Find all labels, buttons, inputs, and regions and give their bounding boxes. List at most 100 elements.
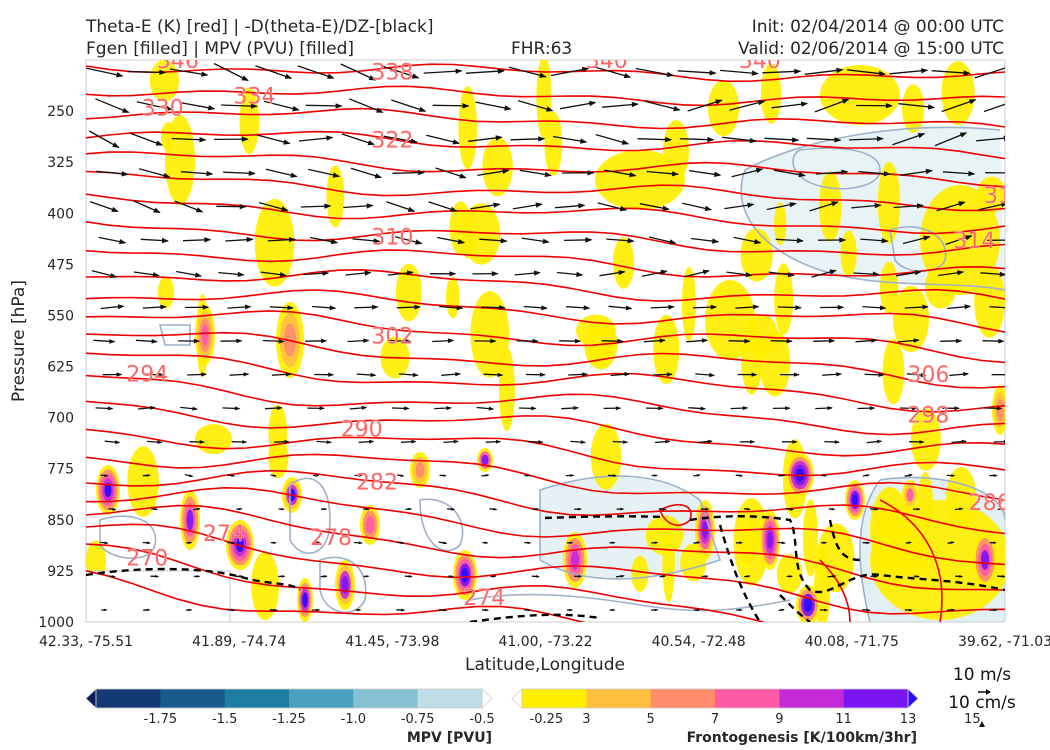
- wind-vector-head: [836, 372, 843, 377]
- wind-vector-head: [834, 440, 840, 444]
- wind-vector-head: [739, 474, 744, 477]
- wind-vector-head: [196, 507, 201, 511]
- wind-vector-head: [335, 103, 343, 109]
- wind-vector-head: [914, 270, 922, 276]
- theta-e-line: [86, 85, 1005, 107]
- wind-vector-head: [315, 474, 320, 477]
- filled-contour: [482, 137, 513, 197]
- y-tick-label: 475: [47, 257, 74, 273]
- wind-vector-head: [957, 270, 965, 276]
- wind-vector-head: [789, 575, 794, 578]
- theta-e-label: 326: [1015, 108, 1050, 133]
- wind-vector-head: [206, 170, 214, 177]
- wind-vector-head: [575, 338, 582, 344]
- wind-vector-head: [660, 269, 668, 275]
- filled-contour: [268, 404, 288, 460]
- wind-vector-head: [242, 440, 248, 444]
- wind-vector-head: [707, 136, 715, 143]
- mpv-contour-line: [99, 515, 157, 559]
- wind-vector-head: [658, 406, 664, 411]
- wind-vector-head: [404, 406, 410, 411]
- wind-vector-head: [654, 608, 659, 612]
- wind-vector-head: [916, 203, 924, 209]
- colorbar-segment: [96, 689, 161, 708]
- theta-e-line: [879, 499, 943, 622]
- wind-vector-head: [107, 406, 114, 411]
- y-tick-label: 925: [47, 564, 74, 580]
- wind-vector-head: [237, 271, 245, 277]
- x-tick-label: 39.62, -71.03: [958, 634, 1050, 650]
- wind-vector-head: [961, 439, 967, 444]
- wind-vector-head: [418, 106, 427, 112]
- wind-vector-head: [589, 100, 597, 107]
- wind-vector-head: [580, 138, 588, 144]
- colorbar-tick-label: -1.5: [212, 712, 237, 727]
- wind-vector-head: [954, 406, 960, 411]
- wind-vector-head: [837, 304, 845, 310]
- wind-vector-head: [710, 304, 718, 310]
- wind-vector-head: [366, 203, 374, 209]
- theta-e-line: [86, 486, 1005, 566]
- wind-vector-head: [201, 372, 208, 377]
- mpv-colorbar: -1.75 -1.5 -1.25 -1.0 -0.75 -0.5 -0.25: [85, 688, 563, 727]
- filled-contour: [499, 347, 515, 432]
- filled-contour: [326, 165, 345, 228]
- colorbar-segment: [779, 689, 845, 708]
- wind-vector-head: [111, 206, 119, 212]
- y-tick-label: 625: [47, 360, 74, 376]
- wind-vector-head: [956, 338, 963, 344]
- wind-vector-head: [322, 270, 330, 276]
- theta-e-label: 330: [142, 97, 184, 122]
- wind-vector-head: [405, 339, 412, 344]
- wind-vector-head: [112, 507, 117, 511]
- wind-vector-head: [701, 338, 709, 343]
- wind-vector-head: [794, 68, 802, 75]
- wind-vector-head: [702, 269, 710, 275]
- filled-contour: [902, 84, 925, 133]
- wind-vector-head: [332, 172, 341, 178]
- wind-vector-head: [207, 105, 216, 111]
- gradient-contour-dashed: [828, 519, 861, 562]
- filled-contour: [681, 266, 697, 342]
- y-axis-label: Pressure [hPa]: [9, 280, 29, 402]
- wind-vector: [263, 100, 299, 111]
- wind-vector-head: [152, 272, 160, 278]
- wind-vector-head: [621, 139, 630, 145]
- wind-vector-head: [792, 137, 800, 143]
- wind-vector-head: [834, 137, 842, 143]
- filled-contour: [705, 280, 755, 360]
- wind-vector: [889, 69, 928, 75]
- wind-vector-head: [546, 106, 554, 112]
- wind-vector-head: [542, 238, 550, 244]
- wind-vector: [127, 70, 166, 74]
- wind-vector-head: [196, 575, 201, 578]
- wind-vector-head: [993, 474, 998, 477]
- filled-contour: [996, 398, 1004, 422]
- wind-vector-head: [502, 168, 510, 174]
- wind-vector-head: [323, 575, 328, 578]
- wind-vector-head: [611, 608, 616, 612]
- wind-vector-head: [369, 439, 375, 444]
- filled-contour: [733, 498, 770, 586]
- wind-vector-head: [872, 271, 880, 277]
- theta-e-line: [86, 400, 1005, 457]
- wind-vector-head: [671, 171, 680, 177]
- wind-vector-head: [620, 507, 625, 511]
- theta-e-line: [86, 504, 1005, 591]
- wind-vector-head: [908, 541, 912, 544]
- wind-vector-head: [238, 507, 243, 511]
- wind-vector-head: [627, 238, 635, 244]
- wind-vector-head: [866, 541, 871, 545]
- wind-vector-head: [751, 70, 759, 76]
- wind-vector: [297, 65, 334, 79]
- wind-vector-head: [246, 236, 254, 243]
- theta-e-line: [86, 170, 1005, 212]
- wind-vector-head: [453, 439, 459, 444]
- wind-vector-head: [866, 608, 871, 612]
- theta-e-label: 306: [907, 363, 949, 388]
- wind-vector-head: [241, 75, 249, 81]
- wind-vector-head: [969, 99, 977, 105]
- wind-vector-head: [283, 139, 291, 145]
- wind-vector-head: [618, 270, 626, 276]
- wind-vector-head: [585, 237, 593, 243]
